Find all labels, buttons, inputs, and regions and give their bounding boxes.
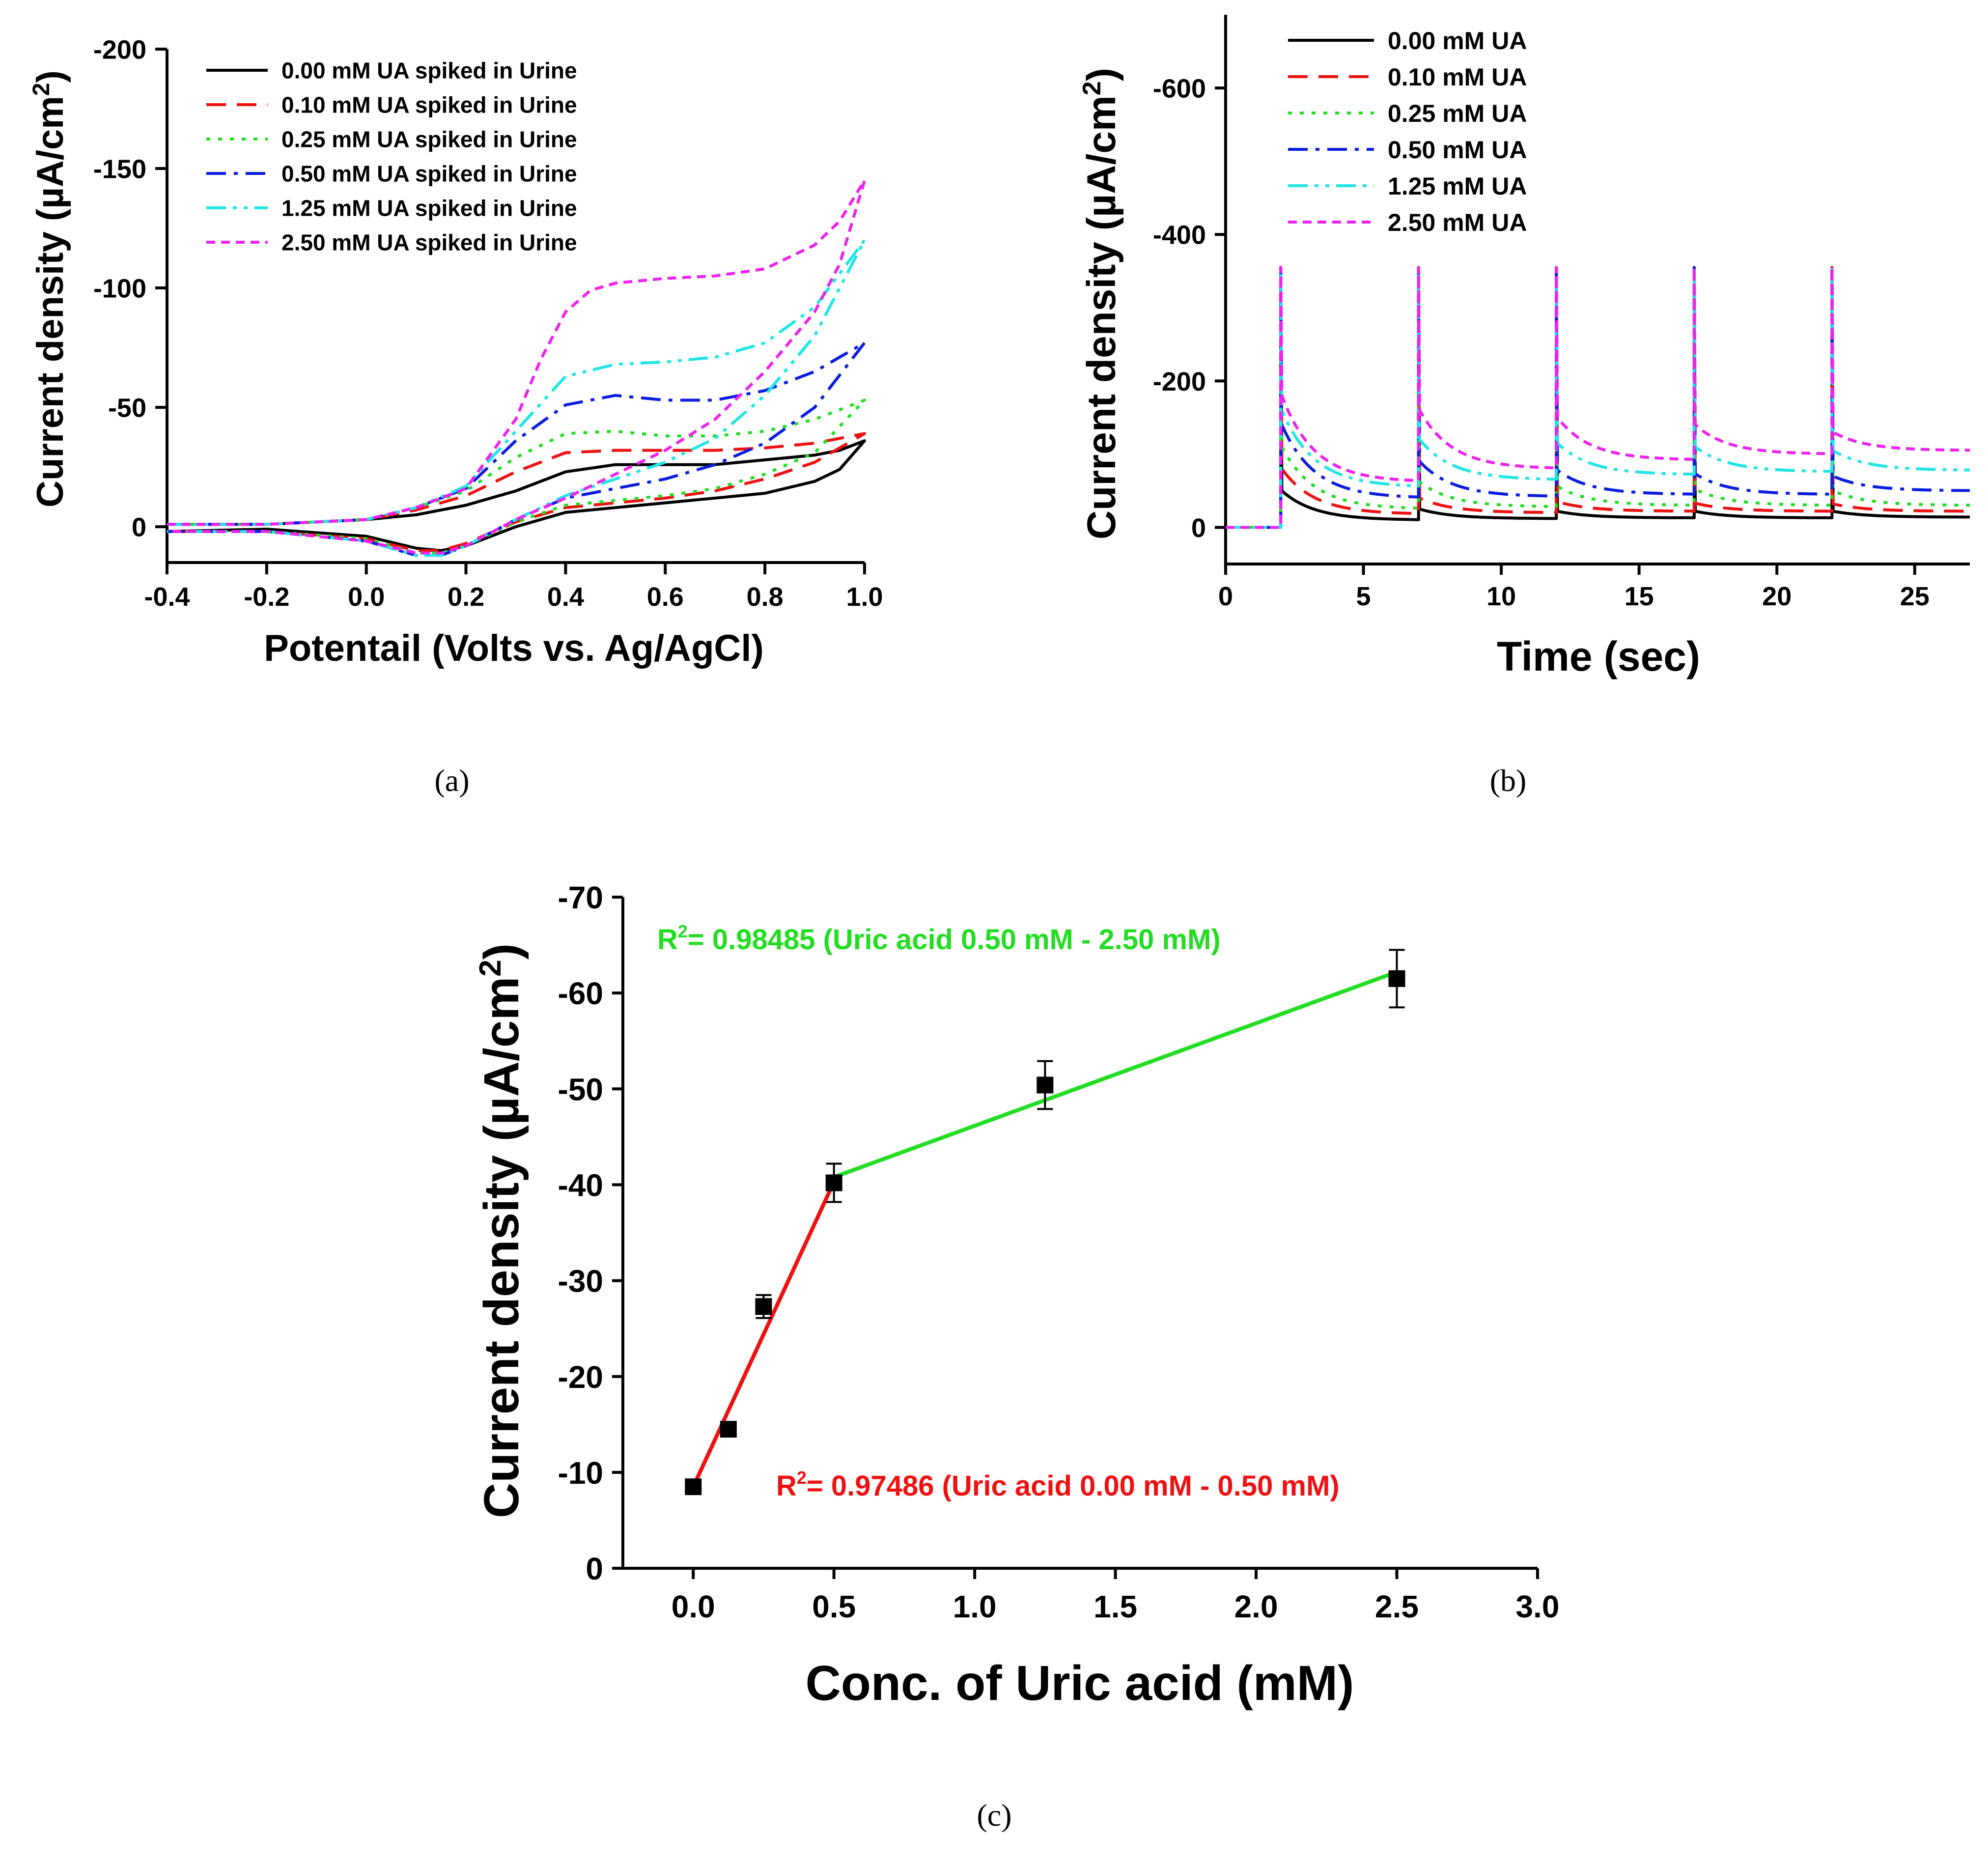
chart-c: 0.0 0.5 1.0 1.5 2.0 2.5 3.0 0 -10 -20 -30 -40 -50 -60… xyxy=(474,880,1559,1833)
chart-b-series-line xyxy=(1226,266,1970,529)
chart-c-x-tick-label: 1.5 xyxy=(1093,1589,1137,1624)
chart-c-y-tick-label: -40 xyxy=(558,1167,604,1203)
chart-c-y-tick-label: -70 xyxy=(558,880,604,915)
chart-c-y-tick-label: -10 xyxy=(558,1455,604,1491)
chart-b-y-axis-title: Current density (µA/cm2) xyxy=(1078,68,1124,539)
chart-b-x-axis-title: Time (sec) xyxy=(1497,633,1700,679)
chart-a-panel-label: (a) xyxy=(434,763,469,798)
chart-a-series-line xyxy=(167,179,866,555)
chart-b-legend-label: 0.25 mM UA xyxy=(1388,100,1527,127)
chart-b-legend-label: 0.50 mM UA xyxy=(1388,136,1527,164)
chart-a-x-axis-title: Potentail (Volts vs. Ag/AgCl) xyxy=(264,627,764,669)
chart-a-legend: 0.00 mM UA spiked in Urine 0.10 mM UA spi… xyxy=(206,58,577,255)
chart-c-data-point xyxy=(1036,1076,1054,1094)
chart-c-x-tick-label: 3.0 xyxy=(1516,1589,1560,1624)
chart-a-x-tick-label: 0.4 xyxy=(547,582,584,612)
chart-a-y-tick-label: 0 xyxy=(132,513,146,542)
chart-c-r2-annotation: R2= 0.98485 (Uric acid 0.50 mM - 2.50 mM… xyxy=(657,921,1221,956)
chart-a-y-tick-label: -50 xyxy=(108,394,146,423)
chart-c-data-point xyxy=(1388,970,1405,987)
chart-c-annotations: R2= 0.98485 (Uric acid 0.50 mM - 2.50 mM… xyxy=(657,921,1340,1502)
chart-a-x-tick-label: 1.0 xyxy=(846,582,883,612)
chart-b-legend-label: 0.10 mM UA xyxy=(1388,63,1527,91)
chart-a-legend-label: 0.50 mM UA spiked in Urine xyxy=(281,161,577,187)
chart-b-x-tick-label: 25 xyxy=(1900,582,1930,611)
chart-b-legend: 0.00 mM UA 0.10 mM UA 0.25 mM UA 0.50 mM UA… xyxy=(1288,27,1527,236)
chart-b-x-tick-label: 20 xyxy=(1762,582,1792,611)
chart-a-legend-label: 2.50 mM UA spiked in Urine xyxy=(281,230,577,255)
chart-c-x-tick-label: 0.0 xyxy=(672,1589,715,1624)
chart-c-y-tick-label: 0 xyxy=(586,1551,603,1586)
chart-b-series-line xyxy=(1226,266,1970,529)
chart-a-x-tick-label: -0.2 xyxy=(244,582,289,612)
chart-c-x-tick-label: 0.5 xyxy=(812,1589,856,1624)
chart-c-fit-line xyxy=(691,1181,836,1488)
chart-a-series-line xyxy=(167,432,866,552)
chart-c-fit-line xyxy=(833,970,1398,1179)
chart-a: -0.4 -0.2 0.0 0.2 0.4 0.6 0.8 1.0 0 -50 -100 -150 -2… xyxy=(28,35,883,798)
chart-b-series-line xyxy=(1226,266,1970,529)
chart-b-legend-label: 1.25 mM UA xyxy=(1388,172,1527,200)
chart-c-x-tick-label: 2.5 xyxy=(1375,1589,1419,1624)
chart-b-series-line xyxy=(1226,266,1970,529)
chart-c-x-axis-title: Conc. of Uric acid (mM) xyxy=(806,1656,1354,1711)
chart-a-y-tick-label: -100 xyxy=(93,274,146,303)
chart-a-y-tick-label: -150 xyxy=(93,154,146,184)
chart-a-series-line xyxy=(167,238,866,557)
chart-c-plot-area: 0.0 0.5 1.0 1.5 2.0 2.5 3.0 0 -10 -20 -30 -40 -50 -60… xyxy=(558,880,1560,1624)
chart-a-y-axis-title: Current density (µA/cm2) xyxy=(28,70,71,508)
chart-b-legend-label: 2.50 mM UA xyxy=(1388,209,1527,236)
chart-c-r2-annotation: R2= 0.97486 (Uric acid 0.00 mM - 0.50 mM… xyxy=(776,1468,1340,1502)
chart-c-data-point xyxy=(720,1421,737,1438)
chart-a-series-line xyxy=(167,439,866,552)
chart-a-x-tick-label: -0.4 xyxy=(144,582,190,612)
chart-a-legend-label: 0.10 mM UA spiked in Urine xyxy=(281,92,577,118)
chart-a-x-tick-label: 0.8 xyxy=(747,582,784,612)
chart-b-x-tick-label: 0 xyxy=(1218,582,1233,611)
chart-c-y-tick-label: -20 xyxy=(558,1359,604,1395)
chart-c-y-tick-label: -60 xyxy=(558,976,604,1011)
chart-b-x-tick-label: 5 xyxy=(1356,582,1371,611)
chart-c-y-tick-label: -50 xyxy=(558,1072,604,1107)
chart-a-x-tick-label: 0.0 xyxy=(348,582,385,612)
chart-a-series-line xyxy=(167,398,866,555)
chart-a-x-tick-label: 0.2 xyxy=(448,582,484,612)
chart-b-x-tick-label: 15 xyxy=(1624,582,1654,611)
chart-b-x-tick-label: 10 xyxy=(1486,582,1516,611)
chart-c-data-point xyxy=(685,1478,702,1496)
chart-b-y-tick-label: -400 xyxy=(1153,221,1206,250)
chart-a-legend-label: 0.00 mM UA spiked in Urine xyxy=(281,58,577,84)
chart-a-x-tick-label: 0.6 xyxy=(647,582,684,612)
chart-b: 0 5 10 15 20 25 0 -200 -400 -600 0.00 mM UA 0.10 m… xyxy=(1078,15,1970,798)
chart-c-data-point xyxy=(825,1174,842,1191)
chart-c-data-point xyxy=(755,1298,772,1315)
chart-a-plot-area: -0.4 -0.2 0.0 0.2 0.4 0.6 0.8 1.0 0 -50 -100 -150 -2… xyxy=(93,35,883,612)
chart-a-y-tick-label: -200 xyxy=(93,35,146,64)
chart-b-legend-label: 0.00 mM UA xyxy=(1388,27,1527,55)
chart-a-legend-label: 1.25 mM UA spiked in Urine xyxy=(281,196,577,221)
chart-c-x-tick-label: 1.0 xyxy=(953,1589,997,1624)
chart-b-panel-label: (b) xyxy=(1490,763,1527,798)
chart-b-y-tick-label: -600 xyxy=(1153,74,1206,104)
chart-c-panel-label: (c) xyxy=(977,1798,1011,1833)
chart-a-series-line xyxy=(167,341,866,557)
chart-c-y-axis-title: Current density (µA/cm2) xyxy=(474,943,529,1518)
chart-b-series-line xyxy=(1226,266,1970,529)
chart-c-x-tick-label: 2.0 xyxy=(1234,1589,1278,1624)
chart-b-y-tick-label: -200 xyxy=(1153,367,1206,396)
chart-a-legend-label: 0.25 mM UA spiked in Urine xyxy=(281,127,577,152)
chart-b-y-tick-label: 0 xyxy=(1191,513,1206,543)
chart-c-y-tick-label: -30 xyxy=(558,1264,604,1299)
chart-b-series-line xyxy=(1226,266,1970,529)
chart-b-plot-area: 0 5 10 15 20 25 0 -200 -400 -600 xyxy=(1153,15,1970,611)
